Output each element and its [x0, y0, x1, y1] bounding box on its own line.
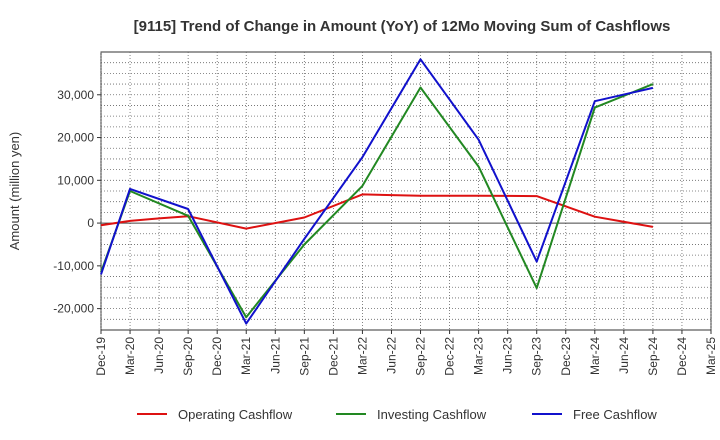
- y-tick-label: 0: [87, 216, 94, 230]
- y-axis: -20,000 -10,000 0 10,000 20,000 30,000: [53, 88, 101, 316]
- x-tick-label: Mar-23: [472, 337, 486, 375]
- legend-label-operating-cashflow: Operating Cashflow: [178, 407, 293, 422]
- legend: Operating Cashflow Investing Cashflow Free…: [137, 407, 657, 422]
- y-tick-label: 30,000: [57, 88, 94, 102]
- x-tick-label: Dec-21: [326, 337, 340, 376]
- x-tick-label: Dec-23: [559, 337, 573, 376]
- x-tick-label: Sep-23: [530, 337, 544, 376]
- y-tick-label: -10,000: [53, 259, 94, 273]
- x-tick-label: Jun-22: [384, 337, 398, 374]
- x-tick-label: Dec-22: [443, 337, 457, 376]
- x-tick-label: Sep-21: [297, 337, 311, 376]
- x-tick-label: Sep-22: [414, 337, 428, 376]
- x-tick-label: Mar-25: [704, 337, 718, 375]
- y-axis-label: Amount (million yen): [7, 132, 22, 251]
- plot-frame: [100, 51, 712, 331]
- x-tick-label: Jun-23: [501, 337, 515, 374]
- plot-area: -20,000 -10,000 0 10,000 20,000 30,000 Dec-19…: [53, 51, 718, 376]
- x-tick-label: Jun-20: [152, 337, 166, 374]
- x-tick-label: Mar-22: [355, 337, 369, 375]
- x-tick-label: Jun-21: [268, 337, 282, 374]
- series-lines: [100, 58, 654, 325]
- chart-title: [9115] Trend of Change in Amount (YoY) o…: [134, 18, 671, 35]
- y-tick-label: 20,000: [57, 131, 94, 145]
- x-tick-label: Mar-21: [239, 337, 253, 375]
- x-tick-label: Mar-24: [588, 337, 602, 375]
- x-tick-label: Dec-20: [210, 337, 224, 376]
- x-tick-label: Dec-19: [94, 337, 108, 376]
- x-axis: Dec-19 Mar-20 Jun-20 Sep-20 Dec-20 Mar-21 Jun-…: [94, 330, 718, 376]
- x-tick-label: Sep-24: [646, 337, 660, 376]
- series-line-operating-cashflow: [100, 193, 654, 230]
- series-line-free-cashflow: [100, 58, 654, 325]
- grid: [100, 52, 712, 330]
- x-tick-label: Sep-20: [181, 337, 195, 376]
- x-tick-label: Jun-24: [617, 337, 631, 374]
- x-tick-label: Dec-24: [675, 337, 689, 376]
- y-tick-label: 10,000: [57, 173, 94, 187]
- series-line-investing-cashflow: [100, 83, 654, 319]
- y-tick-label: -20,000: [53, 302, 94, 316]
- x-tick-label: Mar-20: [123, 337, 137, 375]
- legend-label-investing-cashflow: Investing Cashflow: [377, 407, 487, 422]
- legend-label-free-cashflow: Free Cashflow: [573, 407, 657, 422]
